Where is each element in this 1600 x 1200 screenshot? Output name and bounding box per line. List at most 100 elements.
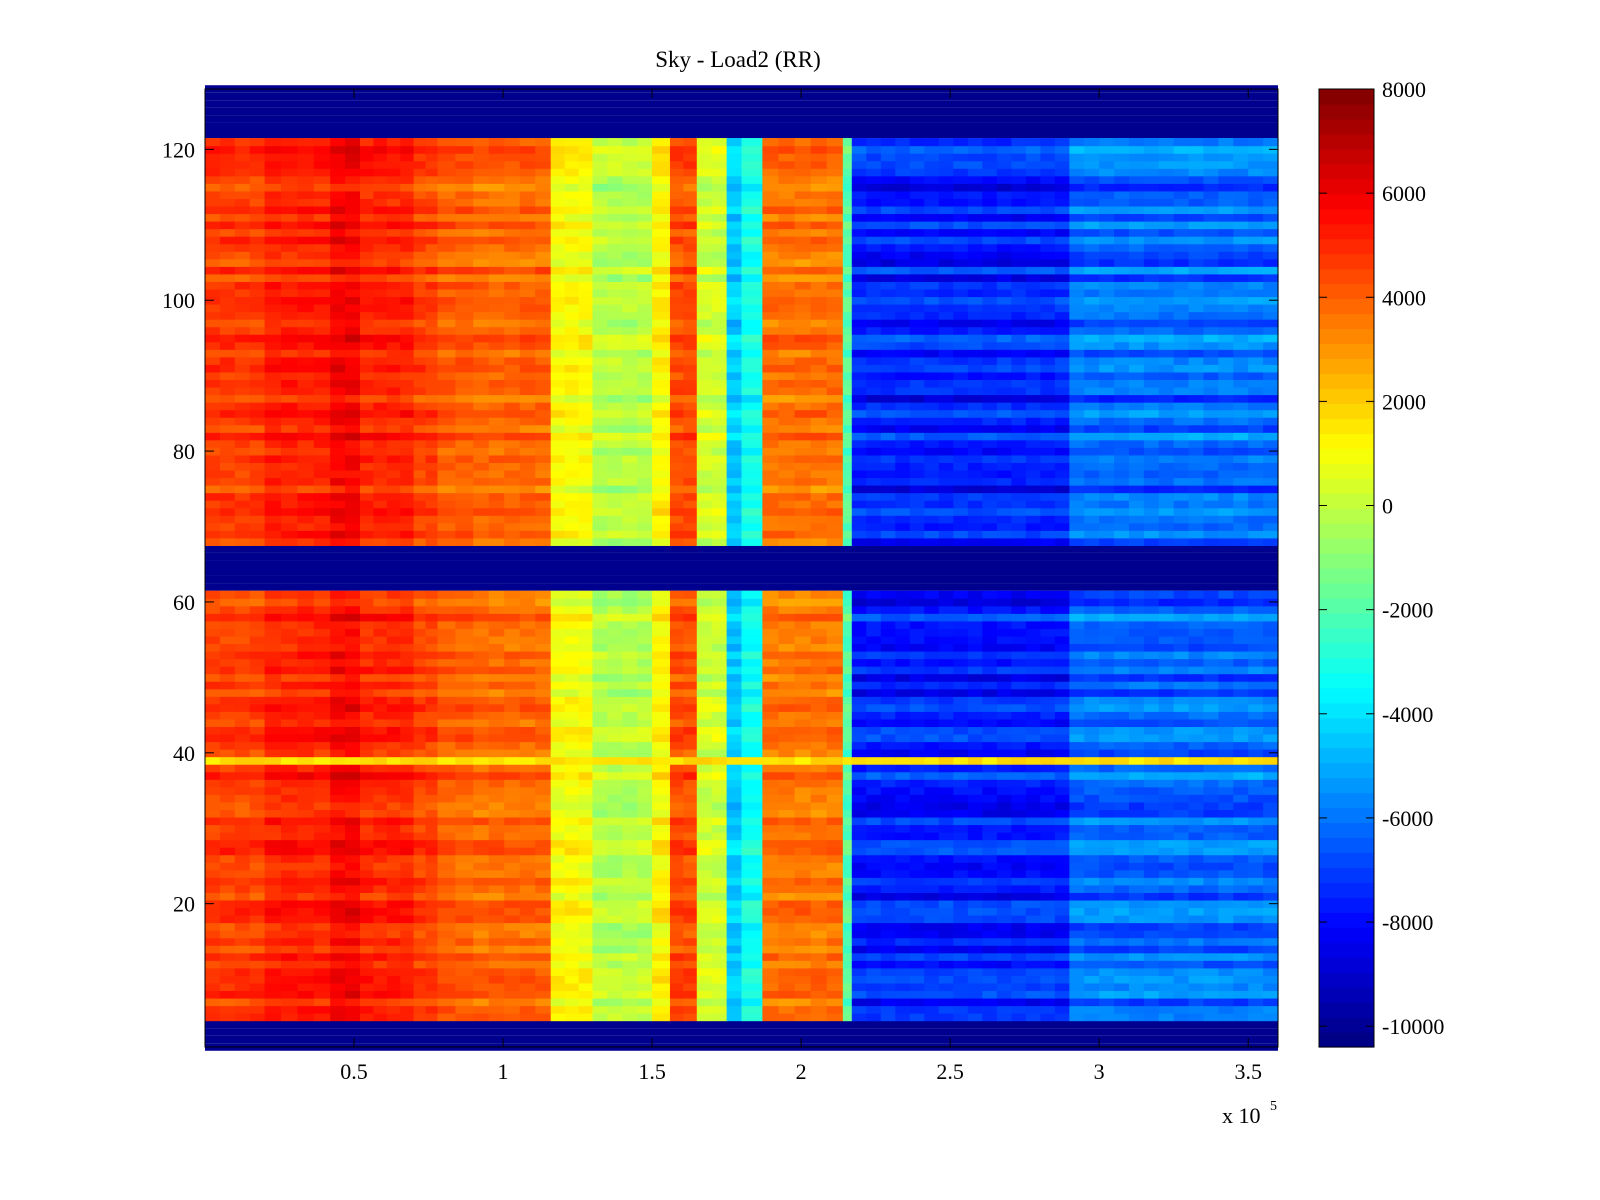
heatmap-cell: [504, 816, 521, 826]
heatmap-cell: [592, 997, 608, 1007]
heatmap-cell: [455, 733, 474, 743]
heatmap-cell: [345, 771, 361, 780]
heatmap-cell: [313, 492, 331, 501]
heatmap-cell: [264, 945, 282, 954]
heatmap-cell: [205, 824, 221, 833]
heatmap-cell: [1248, 500, 1264, 509]
heatmap-cell: [1203, 945, 1219, 954]
heatmap-cell: [473, 809, 490, 818]
heatmap-cell: [909, 650, 925, 660]
heatmap-cell: [683, 801, 698, 810]
heatmap-cell: [504, 869, 521, 878]
heatmap-cell: [455, 522, 474, 531]
heatmap-cell: [373, 741, 388, 750]
heatmap-cell: [637, 696, 653, 705]
heatmap-cell: [297, 892, 315, 901]
heatmap-cell: [1248, 613, 1264, 622]
heatmap-cell: [1173, 530, 1190, 539]
heatmap-cell: [607, 673, 623, 682]
heatmap-cell: [1188, 884, 1205, 893]
heatmap-cell: [1069, 530, 1085, 539]
heatmap-cell: [652, 530, 671, 539]
heatmap-cell: [264, 658, 282, 667]
heatmap-cell: [726, 786, 743, 795]
heatmap-cell: [741, 703, 763, 712]
heatmap-cell: [622, 794, 638, 803]
heatmap-cell: [909, 982, 925, 992]
heatmap-cell: [683, 613, 698, 622]
heatmap-cell: [851, 537, 867, 546]
heatmap-cell: [413, 960, 427, 969]
heatmap-cell: [488, 869, 505, 878]
heatmap-cell: [778, 703, 796, 712]
heatmap-cell: [234, 469, 251, 479]
heatmap-cell: [313, 914, 331, 924]
heatmap-cell: [345, 884, 361, 893]
heatmap-cell: [794, 666, 812, 675]
heatmap-cell: [810, 507, 828, 516]
heatmap-cell: [488, 590, 505, 599]
heatmap-cell: [607, 469, 623, 479]
heatmap-cell: [488, 703, 505, 712]
heatmap-cell: [726, 643, 743, 652]
heatmap-cell: [488, 756, 505, 765]
heatmap-cell: [1143, 899, 1160, 909]
heatmap-cell: [996, 756, 1012, 765]
heatmap-cell: [504, 832, 521, 841]
heatmap-cell: [425, 764, 439, 773]
heatmap-cell: [1158, 492, 1175, 501]
heatmap-cell: [842, 794, 853, 803]
heatmap-cell: [762, 877, 780, 886]
heatmap-cell: [488, 507, 505, 516]
heatmap-cell: [1188, 756, 1205, 765]
heatmap-cell: [1084, 922, 1100, 931]
heatmap-cell: [895, 809, 911, 818]
heatmap-cell: [637, 1005, 653, 1014]
heatmap-cell: [967, 454, 983, 463]
heatmap-cell: [249, 507, 266, 516]
masked-row: [205, 575, 1278, 584]
heatmap-cell: [741, 892, 763, 901]
heatmap-cell: [281, 454, 298, 463]
heatmap-cell: [741, 658, 763, 667]
heatmap-cell: [826, 832, 844, 841]
heatmap-cell: [219, 733, 236, 743]
heatmap-cell: [1263, 485, 1279, 494]
heatmap-cell: [359, 952, 375, 961]
heatmap-cell: [669, 726, 684, 735]
heatmap-cell: [652, 711, 671, 720]
heatmap-cell: [473, 997, 490, 1007]
heatmap-cell: [726, 907, 743, 916]
heatmap-cell: [519, 952, 536, 961]
heatmap-cell: [578, 930, 594, 939]
heatmap-cell: [1143, 500, 1160, 509]
heatmap-cell: [519, 847, 536, 856]
heatmap-cell: [778, 477, 796, 486]
heatmap-cell: [607, 688, 623, 697]
heatmap-cell: [637, 922, 653, 931]
heatmap-cell: [550, 673, 566, 682]
heatmap-cell: [726, 681, 743, 690]
heatmap-cell: [669, 952, 684, 961]
heatmap-cell: [1173, 816, 1190, 826]
heatmap-cell: [386, 779, 401, 788]
heatmap-cell: [488, 892, 505, 901]
heatmap-cell: [669, 809, 684, 818]
heatmap-cell: [967, 832, 983, 841]
heatmap-cell: [219, 605, 236, 614]
heatmap-cell: [851, 673, 867, 682]
heatmap-cell: [938, 711, 954, 720]
heatmap-cell: [637, 703, 653, 712]
heatmap-cell: [578, 801, 594, 810]
heatmap-cell: [297, 884, 315, 893]
heatmap-cell: [564, 990, 580, 999]
heatmap-cell: [794, 500, 812, 509]
heatmap-cell: [778, 975, 796, 984]
heatmap-cell: [683, 914, 698, 924]
heatmap-cell: [1263, 816, 1279, 826]
heatmap-cell: [622, 703, 638, 712]
heatmap-cell: [234, 666, 251, 675]
heatmap-cell: [1173, 696, 1190, 705]
heatmap-cell: [895, 688, 911, 697]
heatmap-cell: [1128, 628, 1145, 637]
